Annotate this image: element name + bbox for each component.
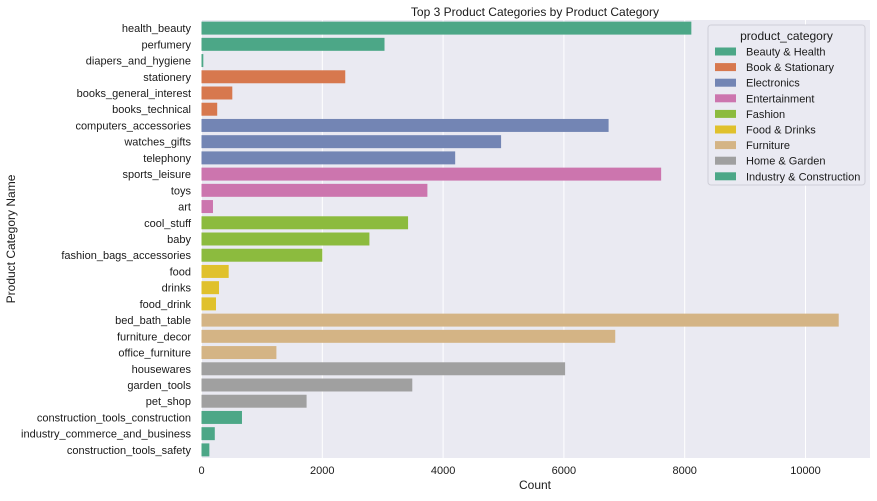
bar xyxy=(201,216,409,230)
legend-swatch xyxy=(715,94,736,103)
bar xyxy=(201,427,215,441)
y-tick-label: cool_stuff xyxy=(144,218,192,230)
legend-items: Beauty & Health Book & Stationary Electron… xyxy=(715,47,860,183)
bar xyxy=(201,281,220,295)
legend-label: Electronics xyxy=(746,78,800,90)
y-tick-label: furniture_decor xyxy=(117,331,191,343)
y-tick-label: stationery xyxy=(143,72,191,84)
y-tick-label: art xyxy=(178,202,191,214)
y-tick-label: sports_leisure xyxy=(123,169,191,181)
legend-label: Industry & Construction xyxy=(746,171,860,183)
y-tick-label: baby xyxy=(167,234,191,246)
bar xyxy=(201,167,662,181)
legend-swatch xyxy=(715,125,736,134)
bar xyxy=(201,410,242,424)
bar xyxy=(201,232,370,246)
y-tick-label: bed_bath_table xyxy=(115,315,191,327)
y-tick-labels: health_beauty perfumery diapers_and_hygien… xyxy=(21,23,192,457)
y-tick-label: drinks xyxy=(162,283,192,295)
bar xyxy=(201,54,204,68)
bar xyxy=(201,102,218,116)
legend-box xyxy=(707,24,866,186)
x-tick-label: 8000 xyxy=(672,465,696,477)
bar xyxy=(201,378,413,392)
x-tick-labels: 0 2000 4000 6000 8000 10000 xyxy=(198,465,820,477)
legend-label: Fashion xyxy=(746,109,785,121)
legend-swatch xyxy=(715,47,736,56)
legend-swatch xyxy=(715,141,736,150)
legend-label: Beauty & Health xyxy=(746,47,826,59)
bar xyxy=(201,362,566,376)
legend-swatch xyxy=(715,109,736,118)
bar xyxy=(201,297,216,311)
y-tick-label: construction_tools_construction xyxy=(37,412,191,424)
bar xyxy=(201,346,277,360)
bar xyxy=(201,37,385,51)
y-tick-label: diapers_and_hygiene xyxy=(86,56,191,68)
legend-swatch xyxy=(715,63,736,72)
bar xyxy=(201,200,213,214)
y-tick-label: health_beauty xyxy=(122,23,192,35)
legend-label: Home & Garden xyxy=(746,156,825,168)
legend-title: product_category xyxy=(740,29,833,43)
y-axis-label: Product Category Name xyxy=(4,174,18,303)
bars-group xyxy=(201,21,839,457)
bar xyxy=(201,70,346,84)
x-tick-label: 10000 xyxy=(790,465,821,477)
y-tick-label: telephony xyxy=(143,153,191,165)
y-tick-label: industry_commerce_and_business xyxy=(21,429,191,441)
y-tick-label: garden_tools xyxy=(127,380,191,392)
y-tick-label: construction_tools_safety xyxy=(67,445,192,457)
y-tick-label: pet_shop xyxy=(146,396,191,408)
y-tick-label: computers_accessories xyxy=(75,120,191,132)
legend-label: Entertainment xyxy=(746,93,814,105)
bar xyxy=(201,118,609,132)
bar xyxy=(201,151,456,165)
x-tick-label: 2000 xyxy=(310,465,334,477)
legend-swatch xyxy=(715,78,736,87)
bar xyxy=(201,21,692,35)
legend: product_category Beauty & Health Book & S… xyxy=(707,24,866,186)
y-tick-label: perfumery xyxy=(141,39,191,51)
bar xyxy=(201,329,616,343)
bar xyxy=(201,394,307,408)
bar xyxy=(201,248,323,262)
bar xyxy=(201,86,233,100)
x-tick-label: 0 xyxy=(198,465,204,477)
x-tick-label: 4000 xyxy=(431,465,455,477)
y-tick-label: food_drink xyxy=(140,299,192,311)
bar xyxy=(201,443,210,457)
chart-title: Top 3 Product Categories by Product Cate… xyxy=(411,5,659,19)
y-tick-label: watches_gifts xyxy=(123,137,191,149)
legend-label: Furniture xyxy=(746,140,790,152)
bar xyxy=(201,183,428,197)
legend-swatch xyxy=(715,156,736,165)
bar xyxy=(201,313,839,327)
y-tick-label: food xyxy=(170,266,191,278)
y-tick-label: toys xyxy=(171,185,192,197)
legend-swatch xyxy=(715,172,736,181)
y-tick-label: office_furniture xyxy=(118,348,191,360)
legend-label: Book & Stationary xyxy=(746,62,835,74)
x-axis-label: Count xyxy=(519,478,552,492)
y-tick-label: housewares xyxy=(132,364,192,376)
legend-label: Food & Drinks xyxy=(746,125,816,137)
bar xyxy=(201,135,502,149)
x-tick-label: 6000 xyxy=(552,465,576,477)
y-tick-label: books_general_interest xyxy=(77,88,191,100)
y-tick-label: fashion_bags_accessories xyxy=(61,250,191,262)
y-tick-label: books_technical xyxy=(112,104,191,116)
bar xyxy=(201,264,229,278)
